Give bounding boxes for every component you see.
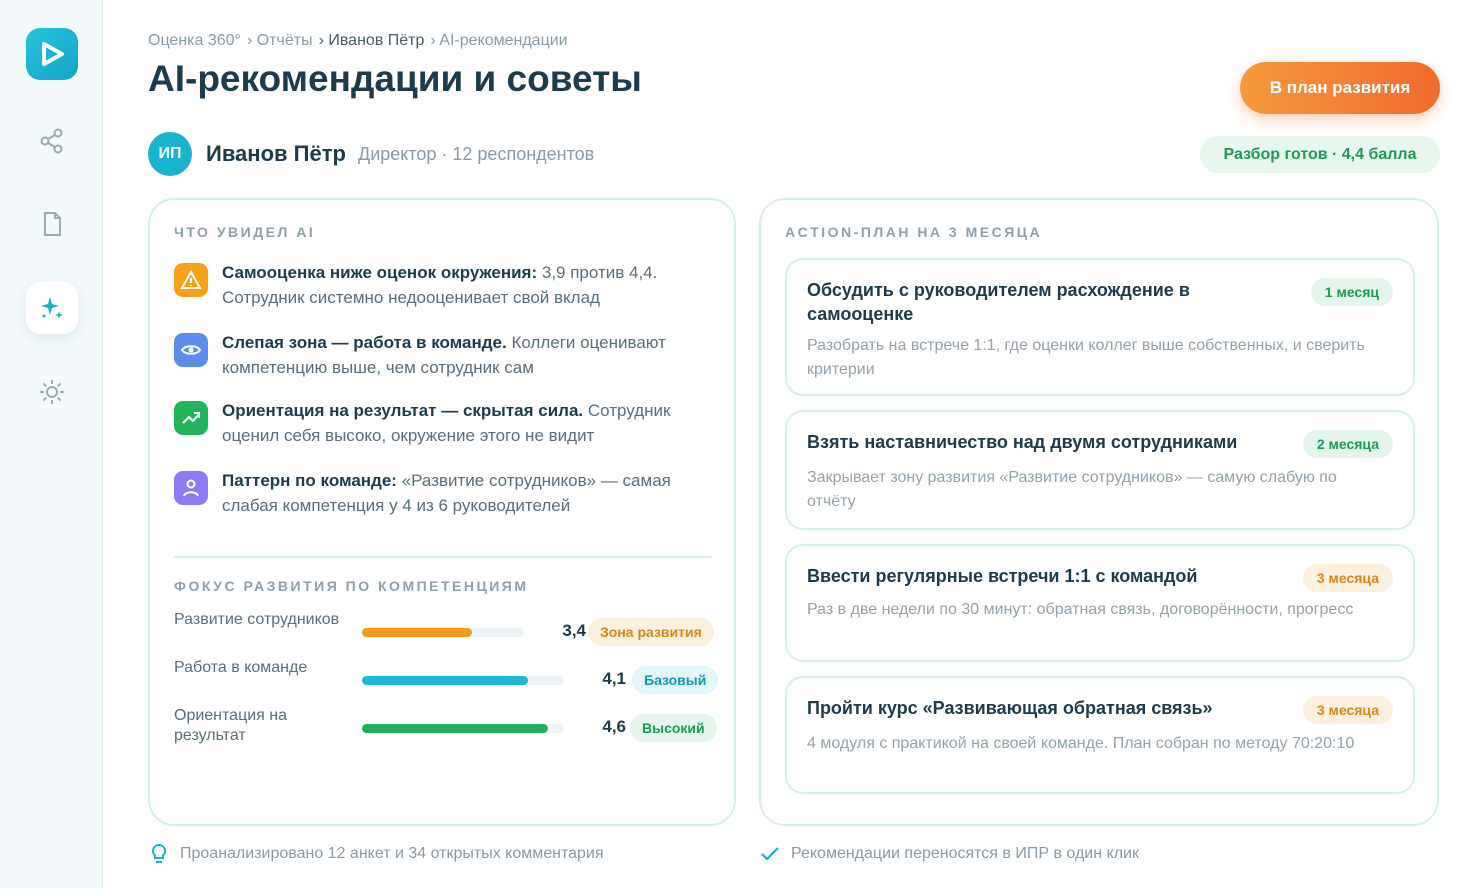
insight-body: Сотрудник оценил себя высоко, окружение …	[222, 401, 671, 445]
section-heading: ACTION-ПЛАН НА 3 МЕСЯЦА	[785, 224, 1043, 240]
competency-name: Работа в команде	[174, 659, 308, 676]
competency-score: 3,4	[562, 621, 586, 640]
bar-track	[362, 628, 524, 637]
competency-score: 4,1	[602, 669, 626, 688]
competency-row: Работа в команде 4,1 Базовый	[174, 658, 719, 702]
insight-text: Ориентация на результат — скрытая сила. …	[222, 398, 714, 448]
insight-icon	[174, 401, 208, 435]
bar-track	[362, 676, 564, 685]
action-title: Пройти курс «Развивающая обратная связь»	[807, 698, 1213, 718]
action-description: 4 модуля с практикой на своей команде. П…	[807, 735, 1355, 752]
competency-name: Развитие сотрудников	[174, 611, 340, 628]
insight-title: Паттерн по команде:	[222, 471, 397, 490]
action-item: Ввести регулярные встречи 1:1 с командой…	[785, 544, 1415, 662]
reports-nav[interactable]	[26, 198, 78, 250]
insight-icon	[174, 471, 208, 505]
insight-title: Слепая зона — работа в команде.	[222, 333, 507, 352]
add-to-plan-button[interactable]: В план развития	[1240, 62, 1440, 114]
footer-text: Проанализировано 12 анкет и 34 открытых …	[180, 845, 604, 862]
action-plan-card: ACTION-ПЛАН НА 3 МЕСЯЦА Обсудить с руков…	[759, 198, 1439, 826]
duration-badge: 1 месяц	[1310, 278, 1393, 306]
ai-nav[interactable]	[26, 282, 78, 334]
settings-nav[interactable]	[26, 366, 78, 418]
insights-card: ЧТО УВИДЕЛ AI ФОКУС РАЗВИТИЯ ПО КОМПЕТЕН…	[148, 198, 736, 826]
level-badge: Высокий	[630, 714, 717, 742]
action-title: Обсудить с руководителем расхождение в с…	[807, 280, 1190, 324]
insight: Самооценка ниже оценок окружения: 3,9 пр…	[174, 260, 714, 310]
duration-badge: 3 месяца	[1302, 564, 1393, 592]
insight-title: Ориентация на результат — скрытая сила.	[222, 401, 584, 420]
action-description: Разобрать на встрече 1:1, где оценки кол…	[807, 337, 1365, 378]
bar-track	[362, 724, 564, 733]
insight: Ориентация на результат — скрытая сила. …	[174, 398, 714, 448]
action-title: Взять наставничество над двумя сотрудник…	[807, 432, 1238, 452]
action-item: Взять наставничество над двумя сотрудник…	[785, 410, 1415, 530]
person-meta: Директор · 12 респондентов	[358, 144, 595, 164]
level-badge: Зона развития	[588, 618, 714, 646]
insight: Слепая зона — работа в команде. Коллеги …	[174, 330, 714, 380]
action-item: Обсудить с руководителем расхождение в с…	[785, 258, 1415, 396]
duration-badge: 2 месяца	[1302, 430, 1393, 458]
bar-fill	[362, 628, 473, 637]
insight-icon	[174, 263, 208, 297]
page-title: AI-рекомендации и советы	[148, 58, 642, 99]
competency-name: Ориентация на результат	[174, 707, 288, 744]
footer-text: Рекомендации переносятся в ИПР в один кл…	[791, 845, 1139, 862]
divider	[174, 556, 712, 558]
duration-badge: 3 месяца	[1302, 696, 1393, 724]
crumb: AI-рекомендации	[430, 32, 567, 50]
insight-body: Коллеги оценивают компетенцию выше, чем …	[222, 333, 666, 377]
insight-text: Слепая зона — работа в команде. Коллеги …	[222, 330, 714, 380]
bar-fill	[362, 676, 528, 685]
avatar: ИП	[148, 132, 192, 176]
action-description: Раз в две недели по 30 минут: обратная с…	[807, 601, 1354, 618]
level-badge: Базовый	[632, 666, 719, 694]
action-item: Пройти курс «Развивающая обратная связь»…	[785, 676, 1415, 794]
insight-text: Самооценка ниже оценок окружения: 3,9 пр…	[222, 260, 714, 310]
crumb[interactable]: Иванов Пётр	[319, 32, 424, 50]
insight: Паттерн по команде: «Развитие сотруднико…	[174, 468, 714, 518]
insight-text: Паттерн по команде: «Развитие сотруднико…	[222, 468, 714, 518]
insight-body: 3,9 против 4,4. Сотрудник системно недоо…	[222, 263, 658, 307]
sidebar	[0, 0, 103, 888]
crumb[interactable]: Отчёты	[247, 32, 313, 50]
action-title: Ввести регулярные встречи 1:1 с командой	[807, 566, 1198, 586]
insight-title: Самооценка ниже оценок окружения:	[222, 263, 538, 282]
competency-row: Ориентация на результат 4,6 Высокий	[174, 706, 717, 750]
section-heading: ЧТО УВИДЕЛ AI	[174, 224, 316, 240]
person-name: Иванов Пётр	[206, 141, 346, 166]
competency-row: Развитие сотрудников 3,4 Зона развития	[174, 610, 714, 654]
insight-icon	[174, 333, 208, 367]
breadcrumb: Оценка 360° Отчёты Иванов Пётр AI-рекоме…	[148, 32, 568, 50]
action-description: Закрывает зону развития «Развитие сотруд…	[807, 469, 1337, 510]
bar-fill	[362, 724, 548, 733]
status-badge: Разбор готов · 4,4 балла	[1200, 136, 1440, 173]
section-heading: ФОКУС РАЗВИТИЯ ПО КОМПЕТЕНЦИЯМ	[174, 578, 529, 594]
competency-score: 4,6	[602, 717, 626, 736]
crumb[interactable]: Оценка 360°	[148, 32, 241, 49]
insight-body: «Развитие сотрудников» — самая слабая ко…	[222, 471, 671, 515]
footer-note: Проанализировано 12 анкет и 34 открытых …	[148, 843, 604, 865]
footer-note: Рекомендации переносятся в ИПР в один кл…	[759, 843, 1139, 865]
share-nav[interactable]	[26, 115, 78, 167]
logo[interactable]	[26, 28, 78, 80]
